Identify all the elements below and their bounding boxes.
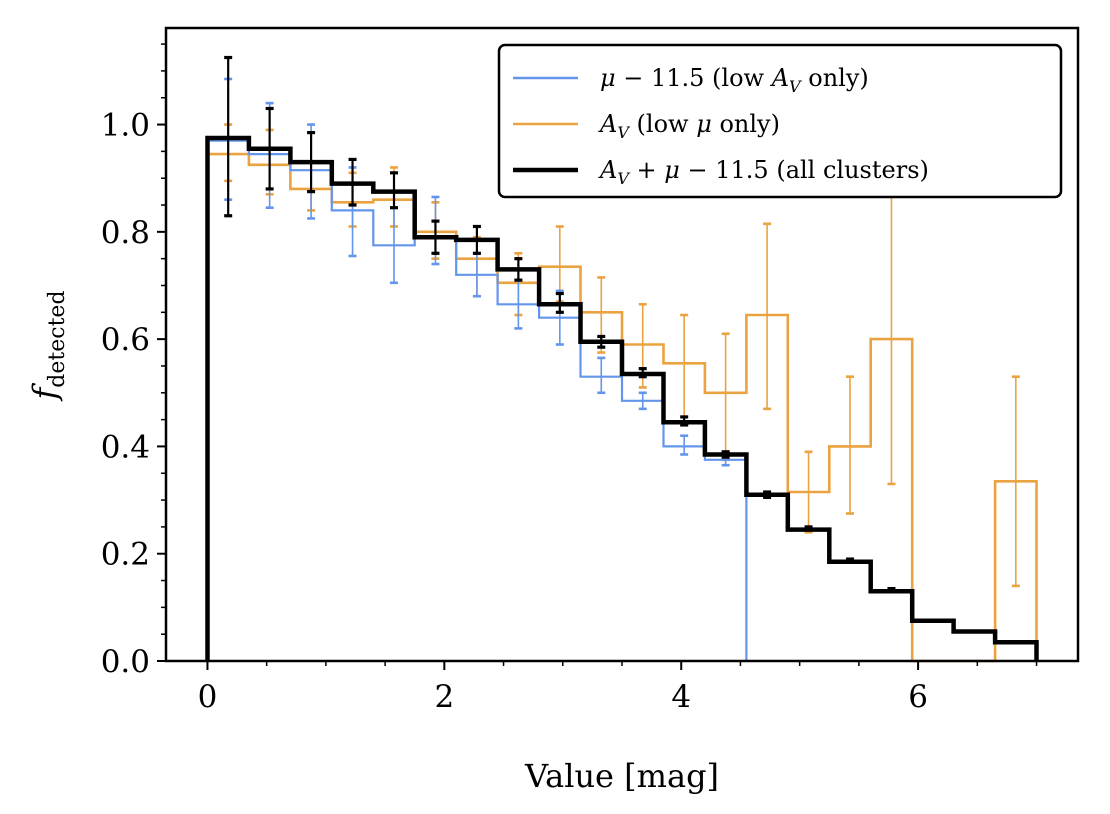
y-axis-label-sub: detected [45,290,70,387]
axes-layer: 0 2 4 6 0.0 0.2 0.4 0.6 0.8 1.0 Value [mag] fdetect… [26,26,1080,795]
legend: μ − 11.5 (low AV only) AV (low μ only) AV … [497,43,1063,199]
legend-entry-1: AV (low μ only) [513,110,780,142]
legend-label: AV + μ − 11.5 (all clusters) [598,156,929,188]
x-tick-label: 0 [198,679,218,715]
y-tick-label: 0.4 [101,429,150,465]
legend-label: AV (low μ only) [598,110,780,142]
x-tick-label: 2 [434,679,454,715]
y-axis-label: fdetected [26,290,70,401]
y-tick-label: 0.0 [101,644,150,680]
x-axis-label: Value [mag] [524,757,719,795]
series-2 [205,55,1039,661]
y-tick-label: 0.6 [101,322,150,358]
legend-label: μ − 11.5 (low AV only) [600,64,869,96]
y-tick-label: 1.0 [101,108,150,144]
series-step-line [205,135,1039,661]
legend-box [497,43,1063,199]
x-tick-label: 6 [908,679,928,715]
legend-entry-0: μ − 11.5 (low AV only) [513,64,869,96]
y-axis-label-text: fdetected [26,290,70,401]
y-tick-label: 0.2 [101,537,150,573]
x-tick-label: 4 [671,679,691,715]
series-layer [205,55,1039,663]
legend-entry-2: AV + μ − 11.5 (all clusters) [513,156,929,188]
y-tick-label: 0.8 [101,215,150,251]
